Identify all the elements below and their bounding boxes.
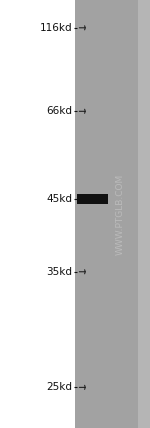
- Bar: [75, 0, 150, 428]
- Text: 25kd: 25kd: [46, 382, 72, 392]
- Bar: [76, 193, 108, 205]
- Text: 66kd: 66kd: [46, 106, 72, 116]
- Text: 45kd: 45kd: [46, 194, 72, 204]
- Text: 35kd: 35kd: [46, 267, 72, 277]
- Text: 116kd: 116kd: [39, 23, 72, 33]
- Bar: [138, 0, 150, 428]
- Text: WWW.PTGLB.COM: WWW.PTGLB.COM: [116, 173, 124, 255]
